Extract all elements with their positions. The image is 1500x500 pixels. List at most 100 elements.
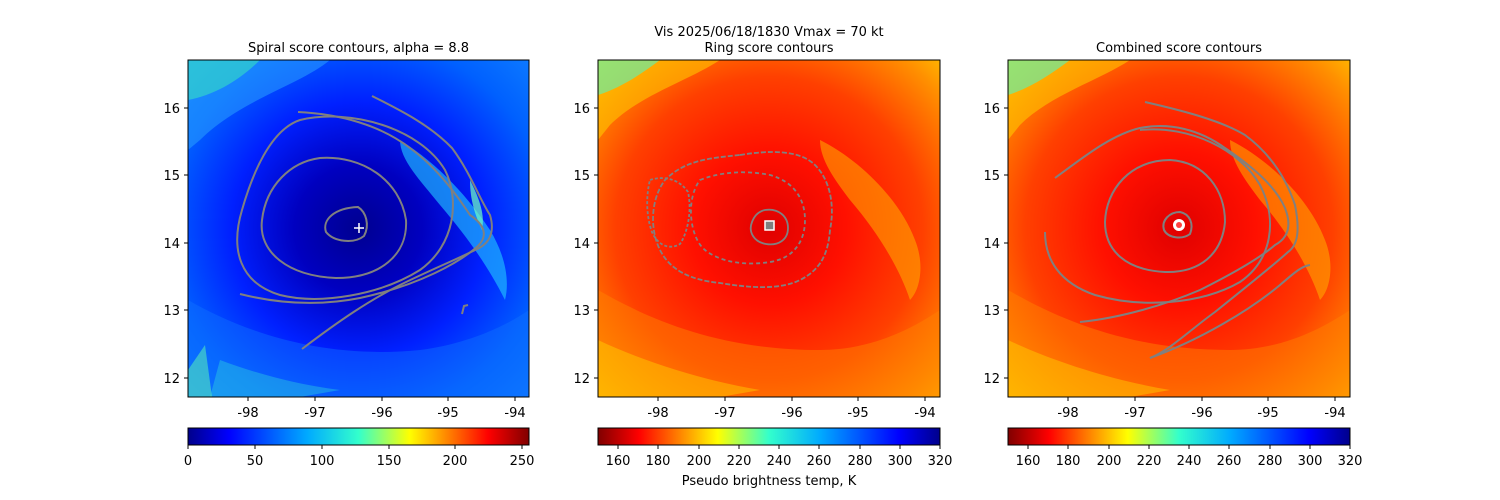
panel-spiral: Spiral score contours, alpha = 8.8 16 15…	[163, 41, 534, 469]
colorbar-tick-label: 300	[1298, 454, 1323, 469]
cloud-band	[1008, 60, 1070, 95]
cloud-band	[820, 140, 921, 300]
y-tick-label: 15	[983, 169, 1000, 184]
x-tick-label: -97	[714, 406, 735, 421]
contour-line	[301, 95, 493, 350]
x-tick-label: -94	[504, 406, 525, 421]
colorbar-gradient	[188, 428, 529, 445]
colorbar: 160 180 200 220 240 260 280 300 320	[1007, 427, 1363, 469]
contours	[646, 151, 833, 289]
colorbar-tick-label: 260	[1217, 454, 1242, 469]
cloud-band	[1008, 340, 1170, 397]
y-tick-label: 14	[163, 237, 180, 252]
colorbar-tick-label: 320	[928, 454, 953, 469]
y-tick-label: 15	[163, 169, 180, 184]
cloud-band	[188, 60, 330, 150]
colorbar-tick-label: 260	[807, 454, 832, 469]
x-tick-label: -94	[914, 406, 935, 421]
x-tick-label: -96	[371, 406, 392, 421]
colorbar-tick-label: 240	[1177, 454, 1202, 469]
y-tick-label: 14	[573, 237, 590, 252]
y-tick-label: 13	[163, 304, 180, 319]
center-marker	[764, 220, 775, 231]
panel-title: Spiral score contours, alpha = 8.8	[248, 41, 469, 56]
center-marker	[1173, 219, 1185, 231]
y-tick-label: 12	[163, 372, 180, 387]
colorbar: 160 180 200 220 240 260 280 300 320 Pseu…	[597, 427, 953, 489]
cloud-band	[470, 180, 483, 230]
y-ticks: 16 15 14 13 12	[983, 102, 1008, 387]
cloud-band	[188, 60, 260, 100]
axes-frame	[1007, 59, 1351, 398]
colorbar-tick-label: 220	[1137, 454, 1162, 469]
panel-combined: Combined score contours 16 15 14	[983, 41, 1362, 469]
y-ticks: 16 15 14 13 12	[163, 102, 188, 387]
y-tick-label: 14	[983, 237, 1000, 252]
x-tick-label: -95	[1257, 406, 1278, 421]
colorbar-tick-label: 220	[727, 454, 752, 469]
colorbar-tick-label: 200	[1097, 454, 1122, 469]
contours	[1044, 101, 1311, 359]
contour-line	[749, 208, 789, 246]
cloud-band	[400, 140, 507, 300]
y-ticks: 16 15 14 13 12	[573, 102, 598, 387]
x-tick-label: -97	[1124, 406, 1145, 421]
colorbar-label: Pseudo brightness temp, K	[682, 474, 857, 489]
y-tick-label: 12	[573, 372, 590, 387]
cloud-band	[188, 300, 529, 397]
x-tick-label: -98	[237, 406, 258, 421]
y-tick-label: 13	[983, 304, 1000, 319]
colorbar: 0 50 100 150 200 250	[184, 427, 535, 469]
contour-line	[260, 156, 408, 280]
colorbar-tick-label: 180	[646, 454, 671, 469]
contour-line	[1044, 128, 1272, 304]
x-ticks: -98 -97 -96 -95 -94	[237, 397, 526, 421]
contour-line	[1162, 210, 1193, 239]
cloud-band	[598, 290, 940, 397]
colorbar-tick-label: 280	[848, 454, 873, 469]
colorbar-gradient	[1008, 428, 1350, 445]
colorbar-tick-label: 250	[510, 454, 535, 469]
cloud-band	[598, 340, 760, 397]
contour-line	[1054, 125, 1290, 323]
x-ticks: -98 -97 -96 -95 -94	[1057, 397, 1346, 421]
contour-line	[239, 111, 485, 304]
axes-frame	[597, 59, 941, 398]
contour-line	[652, 151, 833, 289]
colorbar-tick-label: 160	[1016, 454, 1041, 469]
y-tick-label: 16	[983, 102, 1000, 117]
x-ticks: -98 -97 -96 -95 -94	[647, 397, 936, 421]
colorbar-tick-label: 50	[247, 454, 264, 469]
contour-line	[1149, 264, 1311, 359]
y-tick-label: 12	[983, 372, 1000, 387]
x-tick-label: -95	[437, 406, 458, 421]
cloud-band	[1008, 290, 1350, 397]
contours	[236, 95, 493, 350]
y-tick-label: 16	[573, 102, 590, 117]
colorbar-tick-label: 200	[687, 454, 712, 469]
panel-title: Ring score contours	[704, 41, 833, 56]
colorbar-tick-label: 150	[377, 454, 402, 469]
x-tick-label: -98	[647, 406, 668, 421]
colorbar-gradient	[598, 428, 940, 445]
y-tick-label: 15	[573, 169, 590, 184]
y-tick-label: 13	[573, 304, 590, 319]
axes-frame	[187, 59, 530, 398]
contour-line	[690, 171, 806, 265]
x-tick-label: -94	[1324, 406, 1345, 421]
colorbar-tick-label: 320	[1338, 454, 1363, 469]
colorbar-tick-label: 200	[443, 454, 468, 469]
center-marker	[354, 223, 364, 233]
contour-line	[461, 304, 469, 315]
colorbar-tick-label: 0	[184, 454, 192, 469]
contour-line	[646, 177, 691, 248]
x-tick-label: -95	[847, 406, 868, 421]
panel-ring: Ring score contours 16 15 14 13 12 -98 -…	[573, 41, 952, 489]
colorbar-tick-label: 100	[310, 454, 335, 469]
contour-line	[324, 205, 368, 242]
cloud-band	[210, 360, 340, 397]
contour-line	[236, 115, 454, 300]
colorbar-tick-label: 300	[888, 454, 913, 469]
x-tick-label: -96	[1191, 406, 1212, 421]
